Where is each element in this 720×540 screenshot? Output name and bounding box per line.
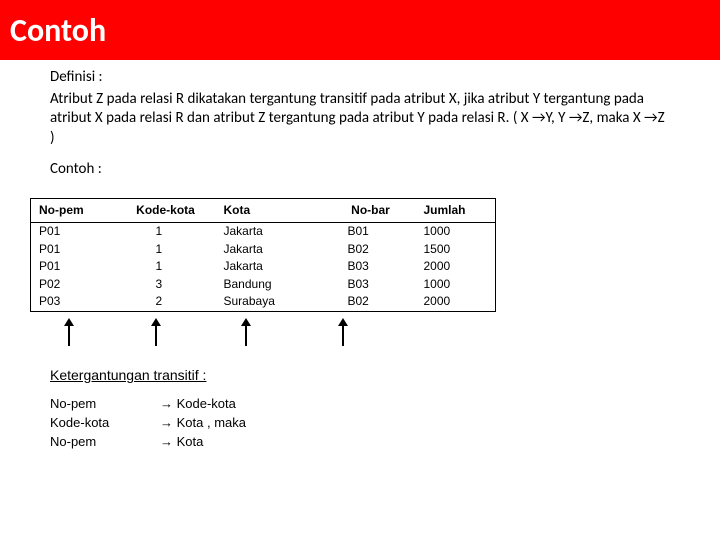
up-arrow-icon	[155, 324, 157, 346]
col-header: Kota	[216, 198, 326, 223]
cell: B03	[326, 276, 416, 294]
example-table-wrap: No-pem Kode-kota Kota No-bar Jumlah P01 …	[30, 198, 670, 313]
cell: Jakarta	[216, 241, 326, 259]
dependency-row: No-pem → Kode-kota	[50, 396, 670, 413]
table-row: P02 3 Bandung B03 1000	[31, 276, 496, 294]
dep-right: → Kode-kota	[160, 396, 236, 413]
table-row: P01 1 Jakarta B01 1000	[31, 223, 496, 241]
table-body: P01 1 Jakarta B01 1000 P01 1 Jakarta B02…	[31, 223, 496, 312]
dep-left: Kode-kota	[50, 415, 160, 432]
up-arrow-icon	[245, 324, 247, 346]
col-header: Kode-kota	[116, 198, 216, 223]
cell: B02	[326, 241, 416, 259]
header-title: Contoh	[10, 11, 106, 50]
dep-left: No-pem	[50, 396, 160, 413]
cell: 2000	[416, 293, 496, 311]
dependency-row: Kode-kota → Kota , maka	[50, 415, 670, 432]
ketergantungan-label: Ketergantungan transitif :	[50, 366, 670, 384]
cell: B02	[326, 293, 416, 311]
slide-header: Contoh	[0, 0, 720, 60]
cell: 1000	[416, 223, 496, 241]
cell: Surabaya	[216, 293, 326, 311]
cell: B03	[326, 258, 416, 276]
dependency-row: No-pem → Kota	[50, 434, 670, 451]
up-arrow-icon	[342, 324, 344, 346]
table-header-row: No-pem Kode-kota Kota No-bar Jumlah	[31, 198, 496, 223]
slide-content: Definisi : Atribut Z pada relasi R dikat…	[0, 60, 720, 451]
cell: 2000	[416, 258, 496, 276]
cell: Bandung	[216, 276, 326, 294]
cell: 1	[116, 258, 216, 276]
cell: P01	[31, 258, 116, 276]
cell: Jakarta	[216, 223, 326, 241]
cell: 2	[116, 293, 216, 311]
col-header: Jumlah	[416, 198, 496, 223]
dependency-list: No-pem → Kode-kota Kode-kota → Kota , ma…	[50, 396, 670, 451]
cell: P01	[31, 223, 116, 241]
cell: Jakarta	[216, 258, 326, 276]
table-row: P01 1 Jakarta B03 2000	[31, 258, 496, 276]
contoh-label: Contoh :	[50, 160, 670, 180]
cell: 1	[116, 241, 216, 259]
col-header: No-pem	[31, 198, 116, 223]
cell: P01	[31, 241, 116, 259]
dep-right: → Kota , maka	[160, 415, 246, 432]
cell: 1000	[416, 276, 496, 294]
dep-right: → Kota	[160, 434, 203, 451]
cell: P02	[31, 276, 116, 294]
example-table: No-pem Kode-kota Kota No-bar Jumlah P01 …	[30, 198, 496, 313]
up-arrow-icon	[68, 324, 70, 346]
cell: P03	[31, 293, 116, 311]
definisi-label: Definisi :	[50, 68, 670, 88]
cell: B01	[326, 223, 416, 241]
table-row: P01 1 Jakarta B02 1500	[31, 241, 496, 259]
dep-left: No-pem	[50, 434, 160, 451]
col-header: No-bar	[326, 198, 416, 223]
cell: 3	[116, 276, 216, 294]
table-arrows	[30, 320, 670, 348]
cell: 1500	[416, 241, 496, 259]
table-row: P03 2 Surabaya B02 2000	[31, 293, 496, 311]
cell: 1	[116, 223, 216, 241]
definisi-text: Atribut Z pada relasi R dikatakan tergan…	[50, 90, 670, 149]
